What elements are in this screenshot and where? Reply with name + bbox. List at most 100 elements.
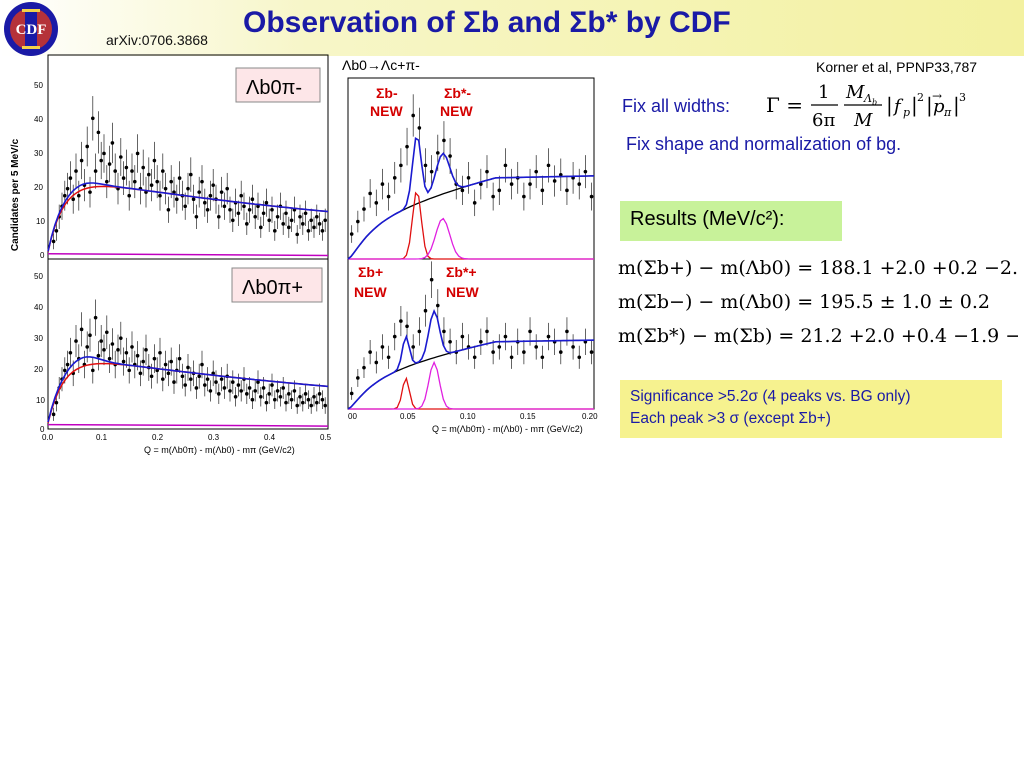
bottom-peak1-label: Σb+ [358, 264, 383, 280]
data-point [298, 394, 302, 399]
data-point [292, 389, 297, 393]
data-point [105, 179, 109, 184]
svg-text:|: | [926, 93, 933, 118]
data-point [105, 330, 109, 335]
bottom-peak1-new: NEW [354, 284, 387, 300]
data-point [275, 214, 280, 219]
data-point [264, 200, 269, 205]
data-point [189, 172, 193, 177]
data-point [380, 182, 385, 186]
data-point [497, 188, 502, 193]
data-point [85, 345, 89, 349]
data-point [77, 193, 81, 198]
data-point [534, 345, 538, 349]
data-point [155, 179, 159, 184]
data-point [315, 400, 319, 405]
data-point [124, 350, 129, 355]
data-point [295, 403, 300, 408]
data-point [169, 359, 173, 364]
data-point [267, 392, 272, 396]
data-point [222, 386, 227, 390]
data-point [79, 327, 84, 332]
data-point [423, 163, 428, 168]
data-point [485, 329, 489, 334]
data-point [180, 374, 185, 379]
svg-text:0.20: 0.20 [582, 412, 598, 421]
data-point [273, 229, 277, 233]
svg-text:p: p [933, 96, 945, 117]
data-point [472, 201, 477, 205]
data-point [571, 345, 575, 349]
data-point [110, 342, 115, 346]
data-point [558, 350, 563, 354]
data-point [172, 190, 176, 194]
data-point [289, 397, 294, 402]
data-point [169, 179, 173, 184]
data-point [417, 329, 422, 334]
data-point [497, 345, 502, 349]
bottom-peak2-new: NEW [446, 284, 479, 300]
data-point [289, 218, 294, 223]
data-point [309, 403, 314, 408]
data-point [349, 232, 354, 236]
data-point [522, 350, 526, 354]
top-channel-label: Λb0π- [246, 77, 302, 99]
data-point [287, 225, 291, 230]
data-point [149, 183, 154, 187]
total-fit-curve [47, 182, 329, 252]
data-point [194, 214, 199, 219]
data-point [110, 141, 115, 145]
data-point [399, 163, 403, 168]
data-point [362, 207, 366, 211]
svg-text:30: 30 [34, 334, 43, 343]
data-point [503, 163, 508, 168]
data-point [96, 130, 101, 135]
data-point [197, 190, 201, 194]
data-point [68, 176, 73, 180]
data-point [534, 169, 538, 174]
data-point [93, 315, 98, 320]
data-point [231, 380, 235, 384]
data-point [163, 186, 168, 191]
data-point [79, 158, 84, 163]
svg-text:50: 50 [34, 81, 43, 90]
data-point [301, 222, 305, 226]
left-x-axis-label: Q = m(Λb0π) - m(Λb0) - mπ (GeV/c2) [144, 445, 295, 455]
bottom-peak2-label: Σb*+ [446, 264, 477, 280]
data-point [158, 350, 162, 355]
logo-text: CDF [16, 22, 47, 38]
svg-text:M: M [845, 82, 865, 103]
svg-text:40: 40 [34, 115, 43, 124]
data-point [161, 377, 165, 381]
data-point [183, 383, 187, 387]
total-fit-curve [347, 136, 594, 260]
reference-citation: Korner et al, PPNP33,787 [816, 59, 978, 75]
data-point [270, 207, 274, 212]
data-point [312, 394, 316, 399]
data-point [141, 165, 145, 170]
data-point [472, 355, 477, 360]
svg-text:π: π [943, 106, 952, 119]
data-point [91, 116, 95, 121]
peak1-curve [348, 191, 594, 260]
total-fit-curve [347, 309, 595, 410]
data-point [374, 201, 379, 205]
data-point [65, 362, 70, 367]
data-point [466, 176, 471, 180]
data-point [74, 339, 78, 343]
data-point [264, 400, 269, 405]
results-label-box: Results (MeV/c²): [620, 201, 842, 241]
data-point [191, 197, 196, 202]
data-point [287, 392, 291, 396]
data-point [306, 229, 311, 233]
data-point [259, 225, 263, 230]
svg-text:p: p [903, 106, 910, 119]
data-point [186, 365, 190, 370]
data-point [273, 397, 277, 402]
data-point [306, 397, 311, 402]
svg-text:b: b [872, 98, 877, 107]
data-point [119, 336, 123, 340]
data-point [245, 392, 249, 396]
data-point [503, 334, 508, 339]
data-point [320, 229, 325, 233]
